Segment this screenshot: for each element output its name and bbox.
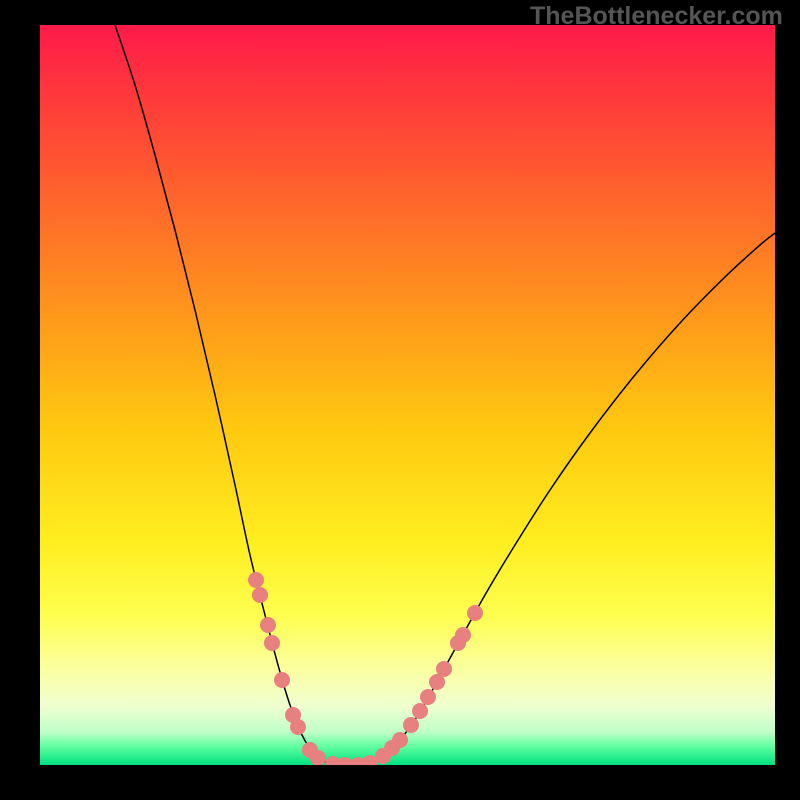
chart-container: TheBottlenecker.com: [0, 0, 800, 800]
marker-point: [455, 627, 471, 643]
chart-svg: [40, 25, 775, 765]
marker-point: [252, 587, 268, 603]
marker-point: [420, 689, 436, 705]
watermark-text: TheBottlenecker.com: [530, 2, 783, 31]
marker-point: [403, 717, 419, 733]
marker-point: [436, 661, 452, 677]
marker-point: [264, 635, 280, 651]
marker-point: [412, 703, 428, 719]
marker-point: [260, 617, 276, 633]
marker-point: [290, 719, 306, 735]
marker-point: [274, 672, 290, 688]
marker-point: [392, 732, 408, 748]
plot-area: [40, 25, 775, 765]
marker-point: [248, 572, 264, 588]
marker-point: [467, 605, 483, 621]
